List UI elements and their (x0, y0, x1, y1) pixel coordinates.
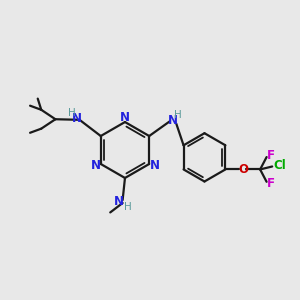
Text: N: N (72, 112, 82, 125)
Text: H: H (68, 108, 76, 118)
Text: F: F (267, 149, 275, 162)
Text: H: H (124, 202, 132, 212)
Text: N: N (120, 111, 130, 124)
Text: N: N (114, 195, 124, 208)
Text: N: N (149, 159, 160, 172)
Text: H: H (174, 110, 182, 120)
Text: O: O (238, 163, 248, 176)
Text: N: N (90, 159, 100, 172)
Text: Cl: Cl (273, 159, 286, 172)
Text: N: N (168, 114, 178, 127)
Text: F: F (267, 177, 275, 190)
